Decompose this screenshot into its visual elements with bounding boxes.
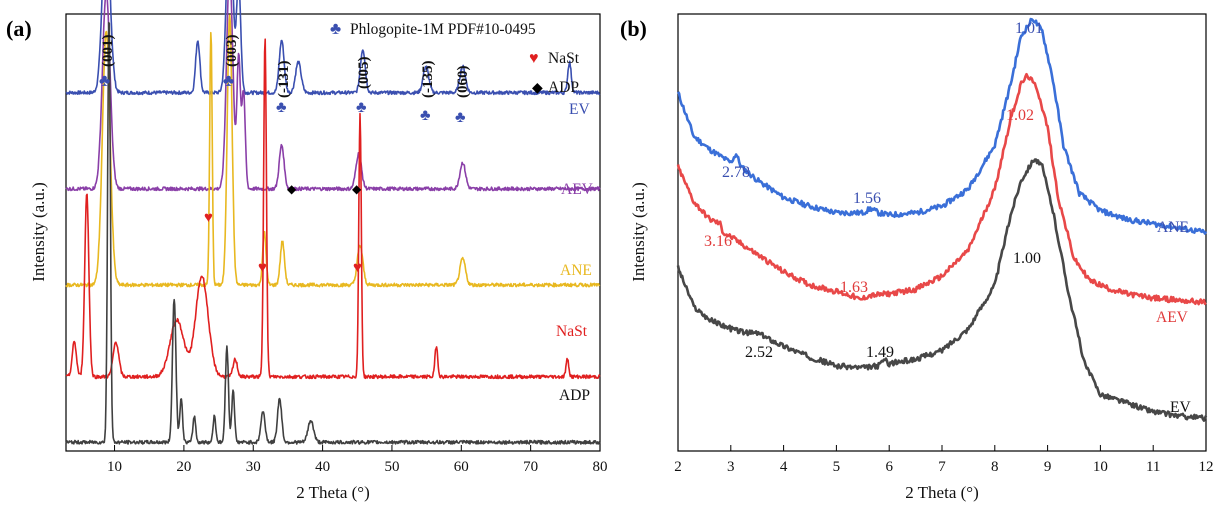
club-icon: ♣ [276, 99, 287, 116]
panel-a-peak-tags: (001) (003) (-131) (005) (-135) (060) [100, 35, 471, 99]
series-line-ev [65, 0, 601, 96]
x-tick-label: 3 [727, 459, 735, 475]
panel-a-x-ticks [114, 445, 601, 451]
panel-b-series [676, 17, 1208, 422]
x-tick-label: 9 [1044, 459, 1052, 475]
club-icon: ♣ [223, 71, 234, 90]
club-icon: ♣ [99, 71, 110, 90]
x-tick-label: 60 [454, 459, 469, 475]
annotation-ane-1-01: 1.01 [1015, 20, 1043, 37]
club-icon: ♣ [420, 107, 431, 124]
series-line-ev [676, 158, 1208, 422]
x-tick-label: 5 [833, 459, 841, 475]
panel-b-x-tick-labels: 2 3 4 5 6 7 8 9 10 11 12 [674, 459, 1213, 475]
annotation-aev-3-16: 3.16 [704, 233, 732, 250]
x-tick-label: 2 [674, 459, 682, 475]
heart-icon: ♥ [258, 260, 267, 276]
peak-tag-005: (005) [356, 57, 372, 90]
diamond-icon: ◆ [287, 182, 297, 196]
panel-b-series-labels: ANE AEV EV [1156, 219, 1191, 416]
panel-a-series-labels: EV AEV ANE NaSt ADP [556, 101, 594, 404]
peak-tag-135: (-135) [420, 61, 436, 99]
panel-a-x-tick-labels: 10 20 30 40 50 60 70 80 [107, 459, 607, 475]
panel-b-y-axis-label: Intensity (a.u.) [629, 182, 648, 282]
peak-tag-003: (003) [224, 35, 240, 68]
panel-a-letter: (a) [6, 16, 32, 41]
annotation-ane-1-56: 1.56 [853, 190, 881, 207]
panel-b-annotations: 1.01 2.78 1.56 1.02 3.16 1.63 1.00 2.52 … [704, 20, 1043, 361]
annotation-aev-1-63: 1.63 [840, 279, 868, 296]
series-label-ev: EV [1170, 399, 1191, 416]
panel-b-x-axis-label: 2 Theta (°) [905, 483, 979, 502]
x-tick-label: 80 [593, 459, 608, 475]
x-tick-label: 40 [315, 459, 330, 475]
panel-b-frame [677, 13, 1207, 452]
panel-a-legend: ♣ Phlogopite-1M PDF#10-0495 ♥ NaSt ◆ ADP [330, 19, 580, 96]
panel-a-y-axis-label: Intensity (a.u.) [29, 182, 48, 282]
diamond-icon: ◆ [352, 182, 362, 196]
panel-b: (b) 2 3 4 5 6 7 8 9 10 11 12 2 Theta (°) Intensity… [620, 13, 1214, 502]
x-tick-label: 8 [991, 459, 999, 475]
series-label-ane: ANE [560, 262, 592, 279]
series-label-adp: ADP [559, 387, 590, 404]
club-icon: ♣ [455, 109, 466, 126]
x-tick-label: 4 [780, 459, 788, 475]
x-tick-label: 20 [176, 459, 191, 475]
x-tick-label: 12 [1199, 459, 1214, 475]
annotation-ev-1-00: 1.00 [1013, 250, 1041, 267]
series-label-aev: AEV [1156, 309, 1189, 326]
x-tick-label: 10 [1093, 459, 1108, 475]
club-icon: ♣ [330, 19, 341, 38]
series-label-ane: ANE [1157, 219, 1189, 236]
series-label-nast: NaSt [556, 323, 588, 340]
annotation-ev-1-49: 1.49 [866, 344, 894, 361]
series-line-adp [65, 21, 601, 445]
series-line-nast [65, 38, 601, 380]
annotation-aev-1-02: 1.02 [1006, 107, 1034, 124]
peak-tag-060: (060) [455, 66, 471, 99]
annotation-ane-2-78: 2.78 [722, 164, 750, 181]
heart-icon: ♥ [204, 210, 213, 226]
x-tick-label: 50 [384, 459, 399, 475]
panel-a-frame [65, 13, 601, 452]
series-line-ane [676, 17, 1208, 235]
heart-icon: ♥ [529, 50, 539, 67]
panel-b-letter: (b) [620, 16, 647, 41]
peak-tag-001: (001) [100, 35, 116, 68]
x-tick-label: 7 [938, 459, 946, 475]
legend-label-phlogopite: Phlogopite-1M PDF#10-0495 [350, 21, 536, 38]
diamond-icon: ◆ [532, 81, 543, 96]
x-tick-label: 11 [1146, 459, 1160, 475]
series-line-ane [65, 14, 601, 288]
series-line-aev [65, 0, 601, 192]
legend-label-nast: NaSt [548, 50, 580, 67]
panel-a: (a) 10 20 30 40 50 60 70 80 2 Theta (°) Intensi… [6, 0, 608, 502]
series-label-ev: EV [569, 101, 590, 118]
panel-a-series [65, 0, 601, 445]
x-tick-label: 10 [107, 459, 122, 475]
panel-b-x-ticks [677, 445, 1207, 451]
series-label-aev: AEV [561, 181, 594, 198]
panel-a-x-axis-label: 2 Theta (°) [296, 483, 370, 502]
club-icon: ♣ [356, 99, 367, 116]
x-tick-label: 6 [885, 459, 893, 475]
heart-icon: ♥ [353, 260, 362, 276]
peak-tag-131: (-131) [276, 61, 292, 99]
annotation-ev-2-52: 2.52 [745, 344, 773, 361]
series-line-aev [676, 72, 1207, 306]
panel-a-peak-markers: ♣ ♣ ♣ ♣ ♣ ♣ ◆ ◆ ♥ ♥ ♥ [99, 71, 466, 276]
x-tick-label: 70 [523, 459, 538, 475]
legend-label-adp: ADP [548, 79, 579, 96]
x-tick-label: 30 [246, 459, 261, 475]
